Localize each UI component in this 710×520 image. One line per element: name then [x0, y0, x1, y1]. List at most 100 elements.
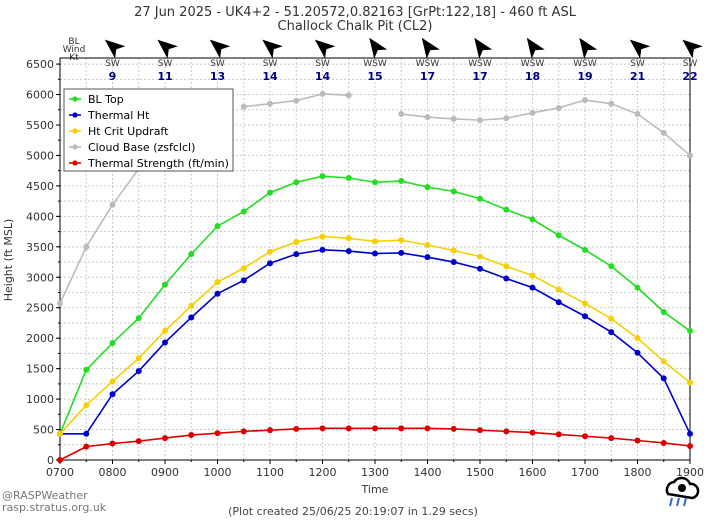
series-point — [267, 427, 273, 434]
wind-direction-label: SW — [315, 59, 330, 69]
series-point — [240, 428, 247, 435]
series-point — [109, 440, 116, 447]
y-tick-label: 5500 — [26, 119, 54, 132]
series-point — [188, 251, 195, 258]
legend-swatch-point — [72, 144, 78, 150]
chart-subtitle: Challock Chalk Pit (CL2) — [278, 19, 433, 34]
series-point — [319, 246, 326, 253]
series-point — [687, 430, 693, 437]
series-point — [293, 238, 300, 245]
series-point — [503, 428, 510, 435]
series-point — [109, 340, 116, 347]
series-point — [398, 237, 405, 244]
y-tick-labels: 0 500 1000 1500 2000 2500 3000 3500 4000 4500 5000… — [26, 58, 54, 467]
wind-arrow-icon — [314, 39, 336, 59]
series-point — [135, 315, 142, 322]
series-point — [450, 247, 457, 254]
series-point — [109, 201, 116, 208]
wind-speed-label: 21 — [630, 70, 645, 83]
series-point — [240, 208, 247, 215]
wind-speed-label: 13 — [210, 70, 225, 83]
series-line — [401, 99, 691, 157]
legend-swatch-point — [72, 160, 78, 166]
wind-direction-label: WSW — [573, 59, 597, 69]
series-point — [57, 430, 63, 437]
wind-arrow-shape — [209, 39, 231, 59]
series-point — [240, 103, 247, 110]
series-point — [398, 178, 405, 185]
wind-arrow-shape — [314, 39, 336, 59]
series-point — [608, 315, 615, 322]
series-point — [424, 114, 431, 121]
series-point — [634, 335, 641, 342]
wind-direction-label: SW — [683, 59, 698, 69]
wind-direction-label: WSW — [521, 59, 545, 69]
series-point — [424, 425, 431, 432]
x-tick-label: 1700 — [571, 466, 599, 479]
series-point — [555, 299, 562, 306]
wind-arrow-shape — [526, 37, 545, 59]
series-point — [240, 277, 247, 284]
series-point — [660, 129, 667, 136]
axes — [56, 57, 691, 464]
series-point — [529, 272, 536, 279]
series-point — [109, 378, 116, 385]
legend-entry: Thermal Strength (ft/min) — [87, 157, 229, 170]
series-point — [135, 438, 142, 445]
series-point — [424, 241, 431, 248]
x-tick-label: 0800 — [99, 466, 127, 479]
series-point — [450, 259, 457, 266]
series-point — [687, 152, 693, 159]
wind-label-line: BL — [68, 37, 79, 47]
wind-direction-label: SW — [210, 59, 225, 69]
series-point — [660, 439, 667, 446]
series-point — [555, 104, 562, 111]
wind-arrow-shape — [369, 37, 388, 59]
series-point — [214, 279, 221, 286]
y-tick-label: 3500 — [26, 241, 54, 254]
series-point — [477, 427, 483, 434]
legend-entry: BL Top — [88, 93, 124, 106]
series-point — [687, 327, 693, 334]
wind-arrow-icon — [209, 39, 231, 59]
series-point — [529, 109, 536, 116]
x-tick-label: 1300 — [361, 466, 389, 479]
series-point — [529, 429, 536, 436]
series-point — [372, 425, 378, 432]
brand-handle: @RASPWeather — [2, 489, 88, 502]
series-point — [634, 111, 641, 118]
legend-entry: Cloud Base (zsfclcl) — [88, 141, 195, 154]
series-point — [372, 238, 378, 245]
wind-direction-label: SW — [158, 59, 173, 69]
series-point — [57, 457, 63, 463]
wind-arrow-shape — [629, 39, 651, 59]
series-point — [162, 327, 168, 334]
wind-arrow-icon — [262, 39, 283, 59]
series-point — [319, 233, 326, 240]
series-point — [477, 117, 483, 124]
wind-arrow-shape — [579, 37, 598, 59]
wind-arrow-icon — [579, 37, 598, 59]
series-point — [477, 195, 483, 202]
series-point — [188, 432, 195, 439]
series-point — [188, 314, 195, 321]
wind-speed-label: 18 — [525, 70, 540, 83]
series-point — [503, 115, 510, 122]
series-point — [398, 425, 405, 432]
series-point — [398, 249, 405, 256]
series-point — [214, 223, 221, 230]
series-point — [319, 173, 326, 180]
y-axis-label: Height (ft MSL) — [2, 219, 15, 302]
legend-swatch-point — [72, 128, 78, 134]
x-axis-label: Time — [361, 483, 389, 496]
wind-speed-label: 17 — [420, 70, 435, 83]
wind-direction-label: WSW — [363, 59, 387, 69]
wind-speed-label: 17 — [472, 70, 487, 83]
x-tick-label: 1000 — [204, 466, 232, 479]
series-point — [687, 379, 693, 386]
series-point — [293, 251, 300, 258]
series-point — [608, 435, 615, 442]
series-point — [398, 111, 405, 118]
series-point — [529, 216, 536, 223]
series-point — [293, 425, 300, 432]
